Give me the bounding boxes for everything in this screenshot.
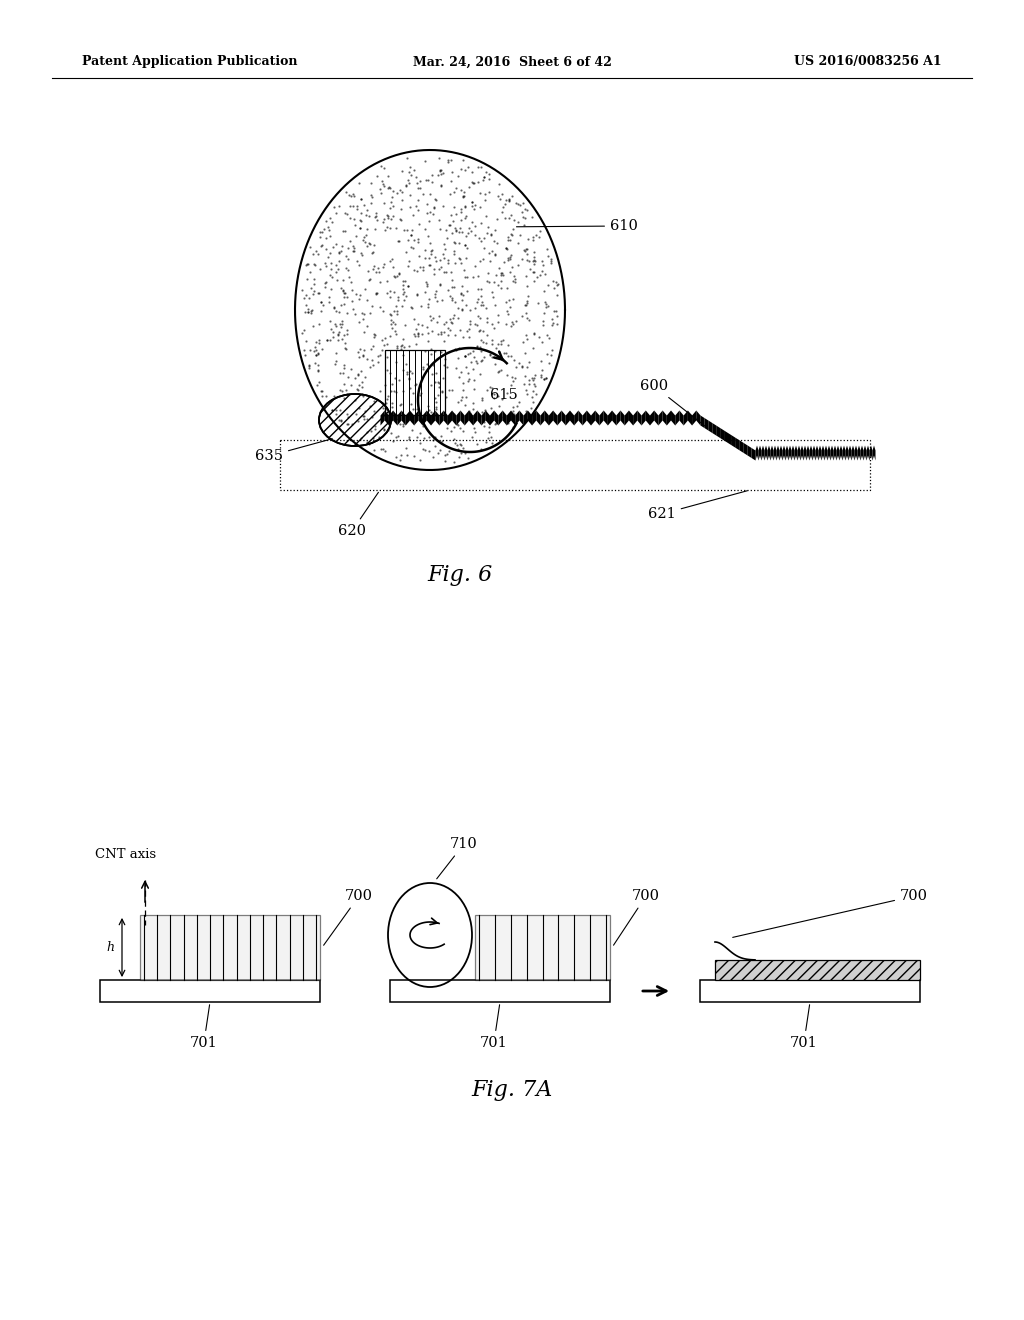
- Text: 600: 600: [640, 379, 708, 428]
- Text: 700: 700: [324, 888, 373, 945]
- Text: CNT axis: CNT axis: [95, 849, 156, 862]
- Bar: [140, 915, 319, 979]
- Text: 635: 635: [255, 438, 333, 463]
- Bar: [700, 979, 920, 1002]
- Bar: [385, 350, 445, 414]
- Bar: [390, 979, 610, 1002]
- Bar: [715, 960, 920, 979]
- Bar: [475, 915, 610, 979]
- Text: Patent Application Publication: Patent Application Publication: [82, 55, 298, 69]
- Bar: [100, 979, 319, 1002]
- Text: Fig. 7A: Fig. 7A: [471, 1078, 553, 1101]
- Text: h: h: [106, 941, 114, 954]
- Text: US 2016/0083256 A1: US 2016/0083256 A1: [795, 55, 942, 69]
- Text: 700: 700: [613, 888, 660, 945]
- Text: Fig. 6: Fig. 6: [427, 564, 493, 586]
- Text: 700: 700: [733, 888, 928, 937]
- Text: 701: 701: [190, 1005, 218, 1049]
- Text: 610: 610: [516, 219, 638, 234]
- Text: 621: 621: [648, 491, 748, 521]
- Text: 620: 620: [338, 492, 379, 539]
- Text: 701: 701: [480, 1005, 508, 1049]
- Text: Mar. 24, 2016  Sheet 6 of 42: Mar. 24, 2016 Sheet 6 of 42: [413, 55, 611, 69]
- Text: 710: 710: [436, 837, 478, 879]
- Text: 701: 701: [790, 1005, 818, 1049]
- Text: 615: 615: [490, 388, 518, 403]
